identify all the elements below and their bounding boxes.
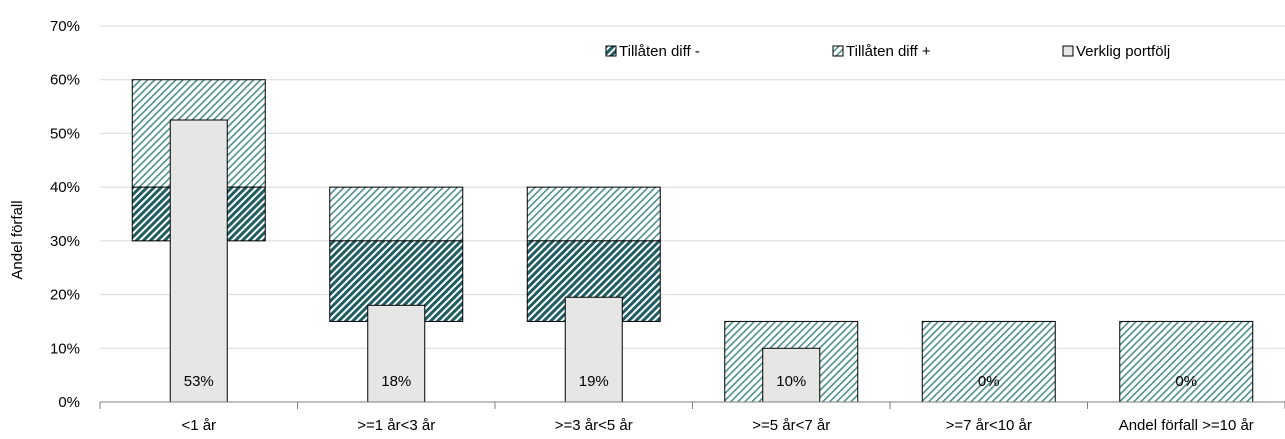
legend-label: Tillåten diff -: [619, 43, 700, 60]
range-bar-plus: [329, 186, 464, 242]
gridlines: [100, 25, 1285, 403]
x-axis-ticks: <1 år >=1 år<3 år >=3 år<5 år >=5 år<7 år >=…: [181, 417, 1253, 434]
data-label: 0%: [978, 373, 1000, 390]
legend-swatch: [832, 45, 844, 57]
legend: Tillåten diff - Tillåten diff + Verklig po…: [605, 43, 1170, 60]
range-bar-plus: [526, 186, 661, 242]
portfolio-bar: [367, 304, 426, 403]
data-label: 10%: [776, 373, 806, 390]
legend-item-tillaten-diff-minus: Tillåten diff -: [605, 43, 700, 60]
portfolio-bar: [564, 296, 623, 403]
y-tick-label: 40%: [50, 179, 80, 196]
x-tick-label: <1 år: [181, 417, 216, 434]
plot-area: 53% 18% 19% 10% 0% 0%: [131, 79, 1254, 403]
data-label: 53%: [184, 373, 214, 390]
legend-swatch: [605, 45, 617, 57]
x-tick-label: Andel förfall >=10 år: [1119, 417, 1254, 434]
y-tick-label: 20%: [50, 287, 80, 304]
legend-item-tillaten-diff-plus: Tillåten diff +: [832, 43, 931, 60]
y-tick-label: 0%: [58, 394, 80, 411]
y-axis-label: Andel förfall: [9, 200, 26, 279]
y-tick-label: 10%: [50, 340, 80, 357]
x-axis: [99, 401, 1285, 409]
x-tick-label: >=7 år<10 år: [946, 417, 1032, 434]
legend-item-verklig-portfolj: Verklig portfölj: [1062, 43, 1170, 60]
x-tick-label: >=5 år<7 år: [752, 417, 830, 434]
x-tick-label: >=3 år<5 år: [555, 417, 633, 434]
y-tick-label: 30%: [50, 233, 80, 250]
data-label: 19%: [579, 373, 609, 390]
y-tick-label: 70%: [50, 18, 80, 35]
legend-label: Verklig portfölj: [1076, 43, 1170, 60]
portfolio-bar: [762, 347, 821, 403]
y-tick-label: 50%: [50, 125, 80, 142]
y-tick-label: 60%: [50, 72, 80, 89]
y-axis-ticks: 0% 10% 20% 30% 40% 50% 60% 70%: [50, 18, 80, 411]
data-label: 0%: [1175, 373, 1197, 390]
range-bar-plus: [1119, 320, 1254, 403]
legend-swatch: [1062, 45, 1074, 57]
portfolio-bar: [169, 119, 228, 403]
data-label: 18%: [381, 373, 411, 390]
x-tick-label: >=1 år<3 år: [357, 417, 435, 434]
legend-label: Tillåten diff +: [846, 43, 931, 60]
range-bar-plus: [921, 320, 1056, 403]
